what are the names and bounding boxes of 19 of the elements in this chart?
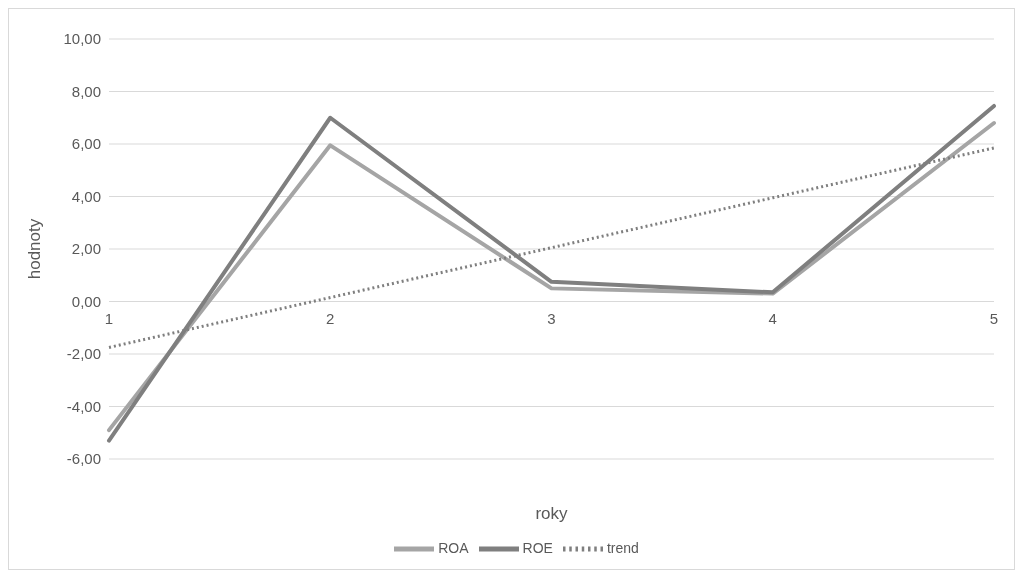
legend-label: trend [606,539,639,556]
y-tick-label: 6,00 [71,135,101,153]
x-tick-label: 4 [768,309,777,327]
legend-label: ROA [438,539,469,556]
x-tick-label: 3 [547,309,556,327]
x-tick-label: 2 [326,309,335,327]
legend-label: ROE [522,539,553,556]
y-tick-label: 8,00 [71,82,101,100]
y-tick-label: 2,00 [71,240,101,258]
y-tick-label: -4,00 [66,397,101,415]
y-axis-title: hodnoty [25,218,45,280]
y-tick-label: 10,00 [63,30,101,48]
y-tick-label: 4,00 [71,187,101,205]
x-tick-label: 1 [104,309,114,327]
y-tick-label: -6,00 [66,450,101,468]
y-tick-label: -2,00 [66,345,101,363]
x-axis-title: roky [535,504,569,523]
x-tick-label: 5 [989,309,999,327]
y-tick-label: 0,00 [71,292,101,310]
